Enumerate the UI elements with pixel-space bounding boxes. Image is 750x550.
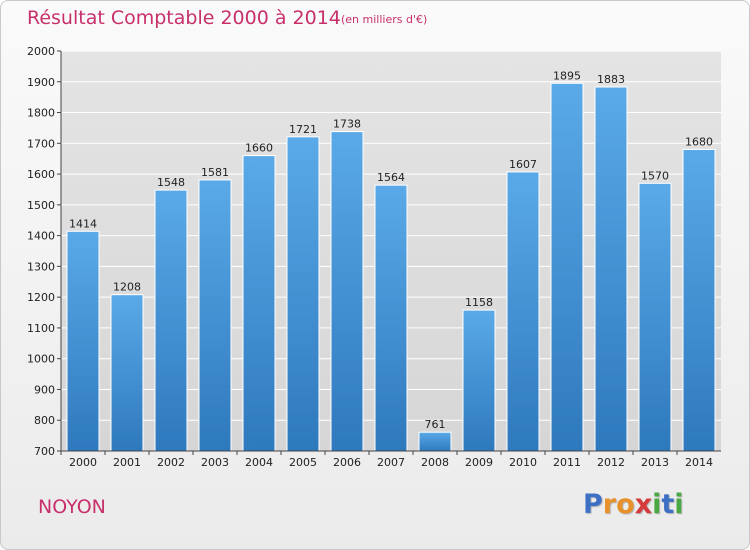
x-tick-label: 2001 (113, 456, 141, 469)
logo-letter: r (602, 489, 617, 520)
y-tick-label: 1400 (27, 230, 55, 243)
bar[interactable] (638, 182, 672, 452)
bar[interactable] (418, 431, 452, 452)
bar[interactable] (154, 189, 188, 452)
y-tick-label: 2000 (27, 45, 55, 58)
data-label: 1660 (245, 142, 273, 155)
bar[interactable] (506, 171, 540, 452)
data-label: 1607 (509, 158, 537, 171)
x-tick-label: 2013 (641, 456, 669, 469)
logo-letter: P (583, 489, 603, 520)
data-label: 1738 (333, 118, 361, 131)
bar[interactable] (462, 309, 496, 452)
logo-letter: i (652, 489, 662, 520)
bar[interactable] (286, 136, 320, 452)
data-label: 1680 (685, 135, 713, 148)
x-tick-label: 2011 (553, 456, 581, 469)
chart-title: Résultat Comptable 2000 à 2014 (27, 7, 341, 29)
x-tick-label: 2003 (201, 456, 229, 469)
logo-letter: i (674, 489, 684, 520)
x-tick-label: 2006 (333, 456, 361, 469)
x-tick-label: 2007 (377, 456, 405, 469)
data-label: 1158 (465, 296, 493, 309)
bar[interactable] (550, 82, 584, 452)
y-tick-label: 1100 (27, 322, 55, 335)
y-tick-label: 1300 (27, 260, 55, 273)
y-tick-label: 900 (34, 383, 55, 396)
logo-letter: x (634, 489, 653, 520)
y-tick-label: 1500 (27, 199, 55, 212)
y-tick-label: 700 (34, 445, 55, 458)
y-tick-label: 800 (34, 414, 55, 427)
data-label: 761 (425, 418, 446, 431)
x-tick-label: 2005 (289, 456, 317, 469)
logo-letter: o (616, 489, 635, 520)
bars (66, 82, 716, 452)
bar[interactable] (242, 155, 276, 452)
x-tick-label: 2012 (597, 456, 625, 469)
bar[interactable] (594, 86, 628, 452)
bar[interactable] (330, 131, 364, 452)
logo-letter: t (661, 489, 675, 520)
x-tick-label: 2004 (245, 456, 273, 469)
y-axis: 700 800 900 1000 1100 1200 1300 1400 1500 1600 170… (27, 45, 62, 458)
x-tick-label: 2000 (69, 456, 97, 469)
data-label: 1208 (113, 281, 141, 294)
bar[interactable] (198, 179, 232, 452)
x-tick-label: 2009 (465, 456, 493, 469)
y-tick-label: 1900 (27, 76, 55, 89)
data-label: 1414 (69, 217, 97, 230)
y-tick-label: 1700 (27, 137, 55, 150)
x-tick-label: 2014 (685, 456, 713, 469)
data-label: 1883 (597, 73, 625, 86)
x-tick-label: 2002 (157, 456, 185, 469)
data-label: 1581 (201, 166, 229, 179)
bar[interactable] (110, 294, 144, 452)
place-name: NOYON (38, 496, 106, 518)
x-axis: 2000 2001 2002 2003 2004 2005 2006 2007 2008 2009… (60, 450, 721, 469)
data-label: 1564 (377, 171, 405, 184)
bar[interactable] (682, 148, 716, 452)
x-tick-label: 2008 (421, 456, 449, 469)
data-label: 1895 (553, 69, 581, 82)
y-tick-label: 1600 (27, 168, 55, 181)
chart-subtitle: (en milliers d'€) (341, 13, 428, 26)
bar[interactable] (66, 230, 100, 452)
data-label: 1721 (289, 123, 317, 136)
y-tick-label: 1800 (27, 107, 55, 120)
data-labels: 1414 1208 1548 1581 1660 1721 1738 1564 761 1158 1… (69, 69, 713, 431)
bar[interactable] (374, 184, 408, 452)
proxiti-logo[interactable]: Proxiti (583, 489, 684, 520)
y-tick-label: 1200 (27, 291, 55, 304)
y-tick-label: 1000 (27, 353, 55, 366)
data-label: 1548 (157, 176, 185, 189)
x-tick-label: 2010 (509, 456, 537, 469)
data-label: 1570 (641, 169, 669, 182)
